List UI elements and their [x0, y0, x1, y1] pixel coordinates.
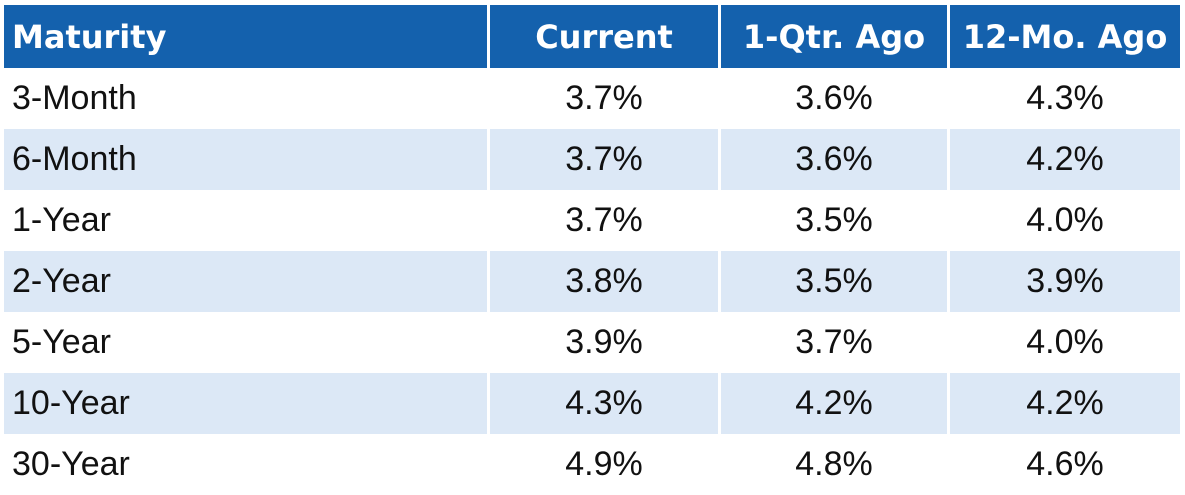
12-mo-ago-cell: 3.9%	[950, 251, 1180, 312]
maturity-cell: 3-Month	[4, 68, 490, 129]
12-mo-ago-cell: 4.2%	[950, 129, 1180, 190]
maturity-cell: 30-Year	[4, 434, 490, 495]
current-cell: 3.7%	[490, 68, 721, 129]
current-cell: 3.7%	[490, 190, 721, 251]
table-row: 10-Year 4.3% 4.2% 4.2%	[4, 373, 1180, 434]
1-qtr-ago-cell: 3.6%	[721, 129, 950, 190]
current-cell: 3.9%	[490, 312, 721, 373]
12-mo-ago-cell: 4.2%	[950, 373, 1180, 434]
header-row: Maturity Current 1-Qtr. Ago 12-Mo. Ago	[4, 5, 1180, 68]
current-cell: 4.9%	[490, 434, 721, 495]
12-mo-ago-cell: 4.3%	[950, 68, 1180, 129]
column-header-current: Current	[490, 5, 721, 68]
table-row: 1-Year 3.7% 3.5% 4.0%	[4, 190, 1180, 251]
1-qtr-ago-cell: 4.2%	[721, 373, 950, 434]
column-header-12-mo-ago: 12-Mo. Ago	[950, 5, 1180, 68]
current-cell: 4.3%	[490, 373, 721, 434]
maturity-cell: 2-Year	[4, 251, 490, 312]
column-header-maturity: Maturity	[4, 5, 490, 68]
maturity-cell: 6-Month	[4, 129, 490, 190]
1-qtr-ago-cell: 3.5%	[721, 190, 950, 251]
1-qtr-ago-cell: 4.8%	[721, 434, 950, 495]
table-row: 30-Year 4.9% 4.8% 4.6%	[4, 434, 1180, 495]
table-row: 2-Year 3.8% 3.5% 3.9%	[4, 251, 1180, 312]
12-mo-ago-cell: 4.6%	[950, 434, 1180, 495]
current-cell: 3.8%	[490, 251, 721, 312]
12-mo-ago-cell: 4.0%	[950, 190, 1180, 251]
12-mo-ago-cell: 4.0%	[950, 312, 1180, 373]
1-qtr-ago-cell: 3.6%	[721, 68, 950, 129]
table-row: 3-Month 3.7% 3.6% 4.3%	[4, 68, 1180, 129]
column-header-1-qtr-ago: 1-Qtr. Ago	[721, 5, 950, 68]
table-row: 5-Year 3.9% 3.7% 4.0%	[4, 312, 1180, 373]
maturity-cell: 10-Year	[4, 373, 490, 434]
yields-table: Maturity Current 1-Qtr. Ago 12-Mo. Ago 3…	[4, 5, 1180, 495]
maturity-cell: 5-Year	[4, 312, 490, 373]
maturity-cell: 1-Year	[4, 190, 490, 251]
current-cell: 3.7%	[490, 129, 721, 190]
table-row: 6-Month 3.7% 3.6% 4.2%	[4, 129, 1180, 190]
1-qtr-ago-cell: 3.5%	[721, 251, 950, 312]
1-qtr-ago-cell: 3.7%	[721, 312, 950, 373]
